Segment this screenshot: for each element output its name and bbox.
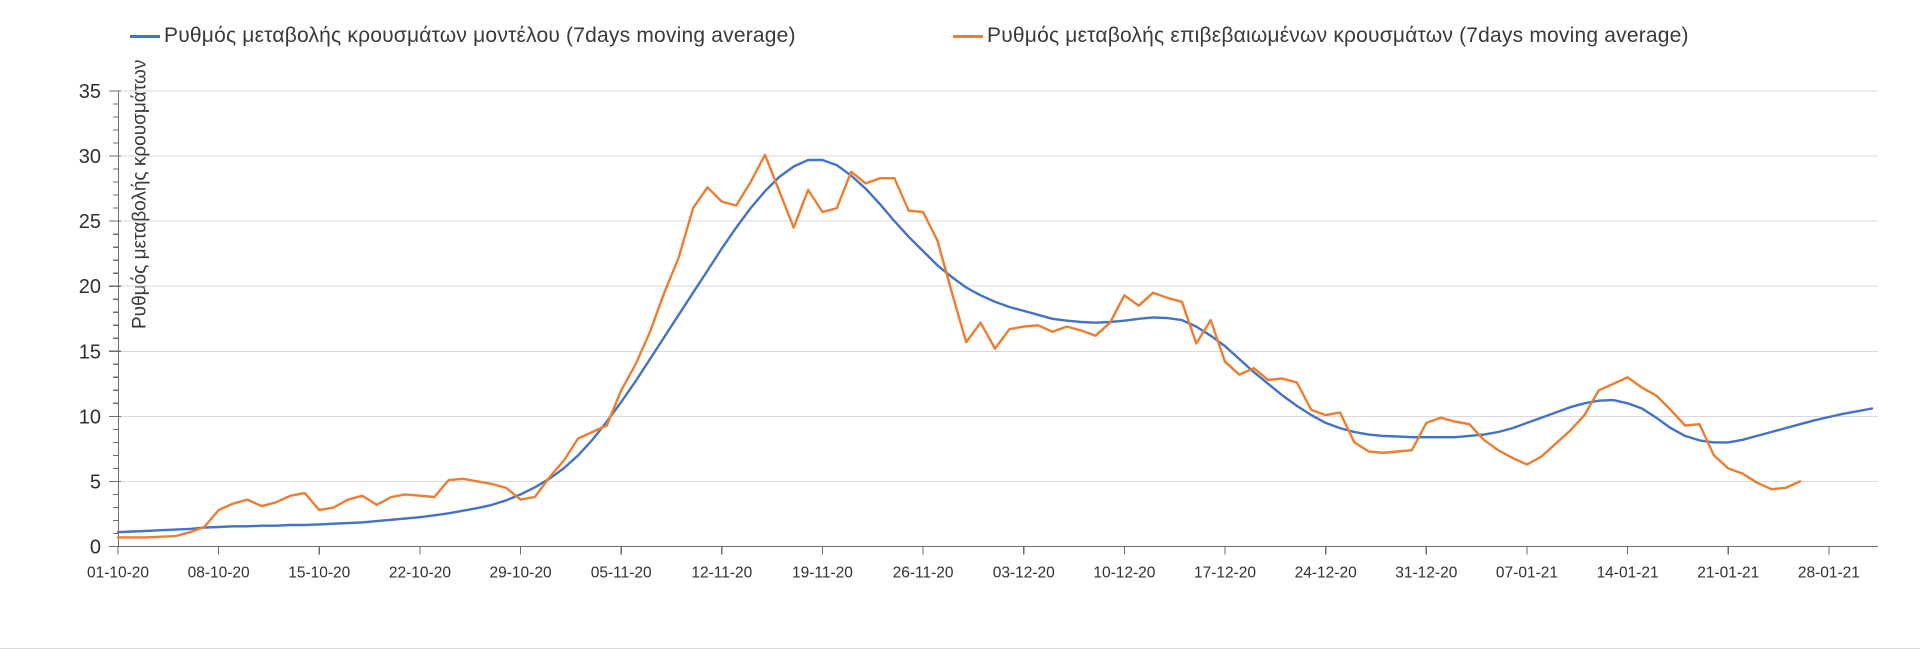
legend-item-model[interactable]: Ρυθμός μεταβολής κρουσμάτων μοντέλου (7d… bbox=[130, 24, 796, 48]
legend-line-confirmed-icon bbox=[953, 34, 983, 38]
y-tick-label: 5 bbox=[90, 471, 101, 493]
x-tick-label: 31-12-20 bbox=[1395, 565, 1457, 582]
x-tick-label: 17-12-20 bbox=[1194, 565, 1256, 582]
y-tick-label: 0 bbox=[90, 537, 101, 559]
y-tick-label: 20 bbox=[79, 276, 101, 298]
legend-label-model: Ρυθμός μεταβολής κρουσμάτων μοντέλου (7d… bbox=[164, 24, 796, 47]
x-tick-label: 24-12-20 bbox=[1295, 565, 1357, 582]
x-tick-label: 01-10-20 bbox=[87, 565, 149, 582]
series-line-model bbox=[116, 158, 1874, 534]
x-tick-label: 19-11-20 bbox=[792, 565, 853, 582]
y-tick-label: 25 bbox=[79, 211, 101, 233]
x-tick-label: 26-11-20 bbox=[893, 565, 954, 582]
x-tick-label: 14-01-21 bbox=[1597, 565, 1659, 582]
x-tick-label: 29-10-20 bbox=[490, 565, 552, 582]
series-line-confirmed bbox=[116, 153, 1802, 539]
x-tick-label: 10-12-20 bbox=[1093, 565, 1155, 582]
x-tick-label: 22-10-20 bbox=[389, 565, 451, 582]
x-tick-label: 08-10-20 bbox=[188, 565, 250, 582]
x-tick-label: 12-11-20 bbox=[691, 565, 752, 582]
y-tick-label: 35 bbox=[79, 81, 101, 103]
y-tick-label: 30 bbox=[79, 146, 101, 168]
legend-label-confirmed: Ρυθμός μεταβολής επιβεβαιωμένων κρουσμάτ… bbox=[987, 24, 1689, 47]
legend-line-model-icon bbox=[130, 34, 160, 38]
x-tick-label: 05-11-20 bbox=[591, 565, 652, 582]
x-tick-label: 03-12-20 bbox=[993, 565, 1055, 582]
x-tick-label: 07-01-21 bbox=[1496, 565, 1558, 582]
legend-item-confirmed[interactable]: Ρυθμός μεταβολής επιβεβαιωμένων κρουσμάτ… bbox=[953, 24, 1689, 48]
y-tick-label: 15 bbox=[79, 341, 101, 363]
x-tick-label: 28-01-21 bbox=[1798, 565, 1860, 582]
y-tick-label: 10 bbox=[79, 406, 101, 428]
x-tick-label: 15-10-20 bbox=[288, 565, 350, 582]
x-tick-label: 21-01-21 bbox=[1697, 565, 1759, 582]
